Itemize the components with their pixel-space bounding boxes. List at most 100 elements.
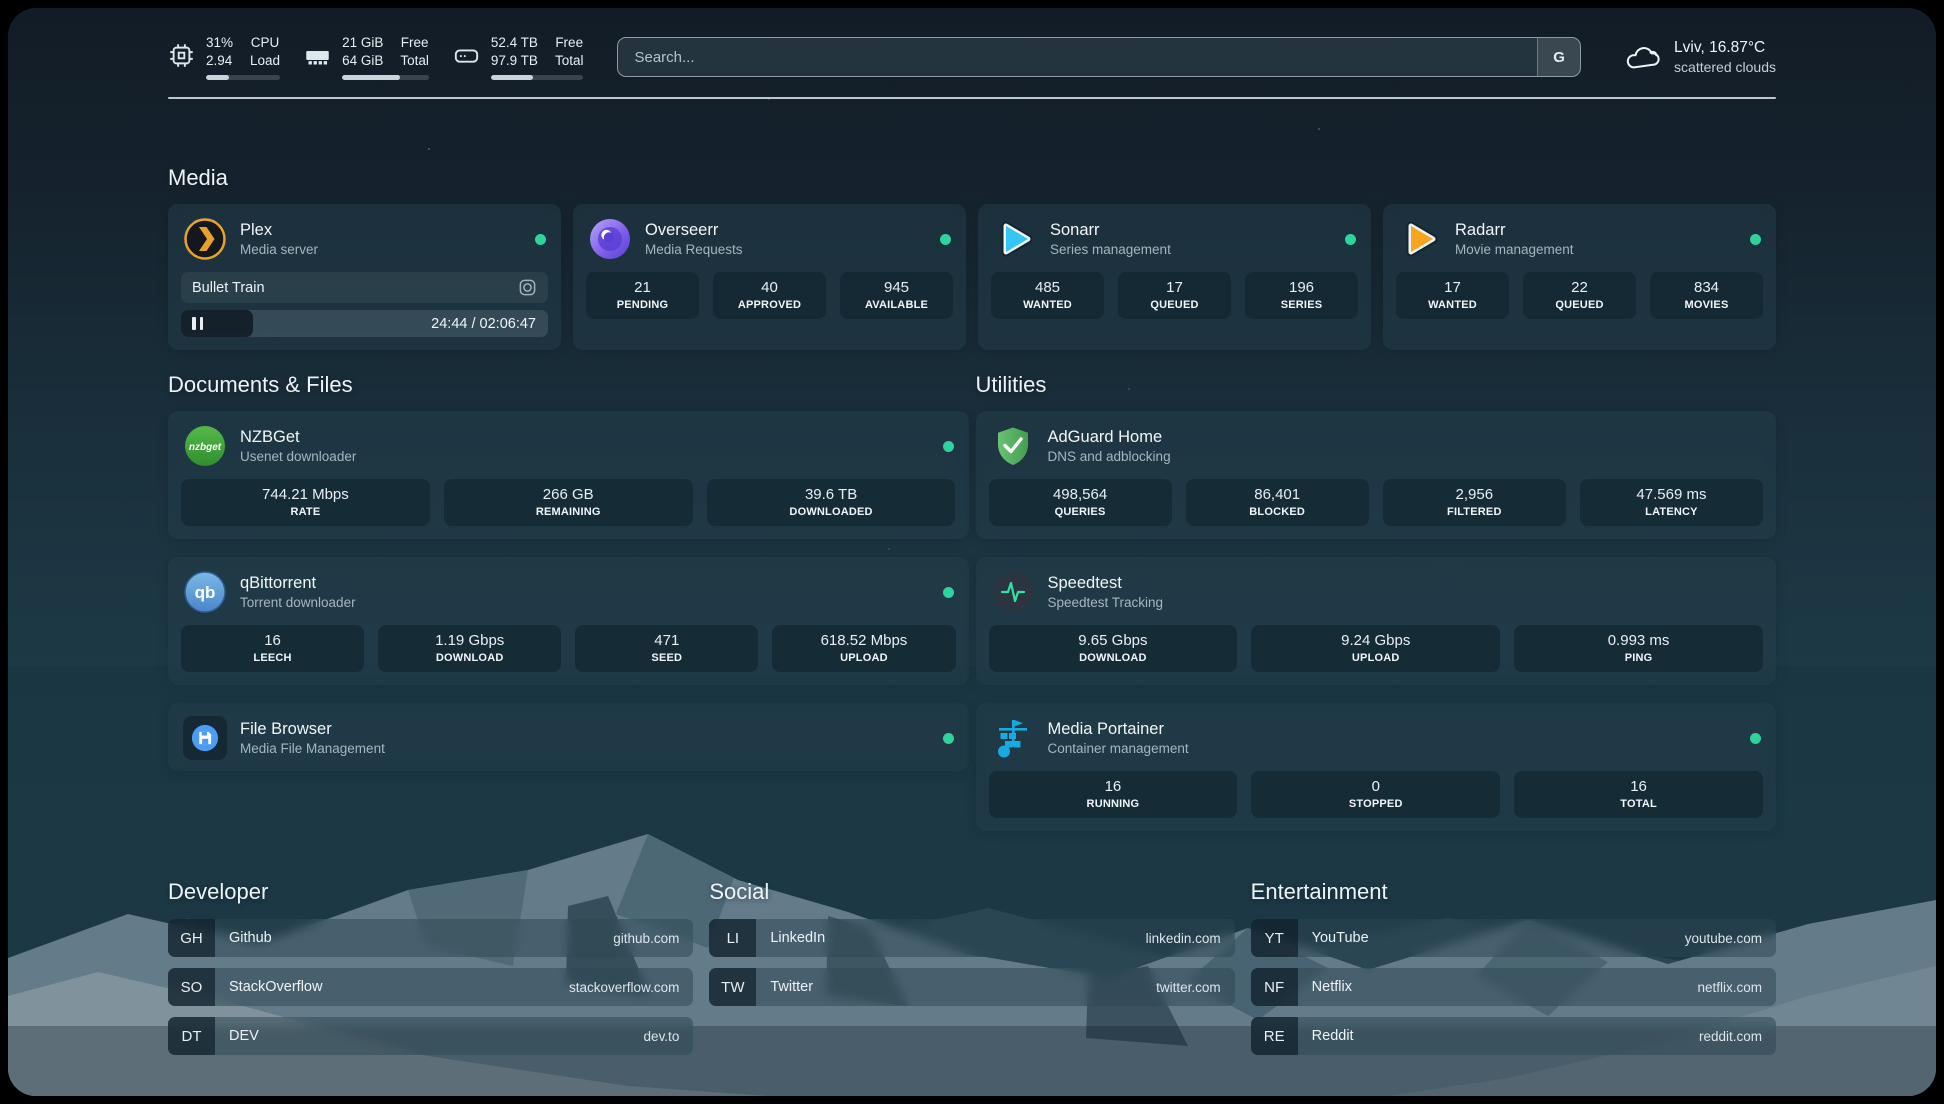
adguard-subtitle: DNS and adblocking (1047, 449, 1171, 464)
stat-value: 945 (883, 279, 910, 296)
qbittorrent-status-dot (942, 586, 954, 598)
stat-label: REMAINING (535, 506, 601, 518)
stat-value: 39.6 TB (804, 486, 858, 503)
stat: 17 WANTED (1396, 272, 1509, 319)
section-heading-media: Media (168, 165, 228, 190)
stat: 0.993 ms PING (1514, 625, 1763, 672)
qbittorrent-subtitle: Torrent downloader (240, 595, 356, 610)
portainer-subtitle: Container management (1047, 741, 1189, 756)
search-input[interactable] (618, 38, 1538, 76)
overseerr-link[interactable]: Overseerr Media Requests (573, 204, 966, 272)
stat-value: 16 (1630, 778, 1647, 795)
stat-value: 0.993 ms (1607, 632, 1670, 649)
filebrowser-icon (183, 716, 227, 760)
adguard-title: AdGuard Home (1047, 428, 1163, 446)
memory-progress-fill (342, 74, 401, 80)
stat-label: LEECH (253, 652, 292, 664)
search-provider-button[interactable]: G (1537, 38, 1581, 76)
sonarr-status-dot (1345, 233, 1356, 245)
cpu-widget: 31% 2.94 CPU Load (168, 34, 281, 80)
speedtest-link[interactable]: Speedtest Speedtest Tracking (976, 557, 1777, 625)
stat: 86,401 BLOCKED (1185, 479, 1369, 526)
stat-label: QUERIES (1054, 506, 1106, 518)
portainer-card: Media Portainer Container management 16 … (975, 703, 1777, 831)
cloud-icon (1626, 47, 1660, 69)
stat-value: 16 (1104, 778, 1122, 795)
radarr-link[interactable]: Radarr Movie management (1383, 204, 1776, 272)
nzbget-link[interactable]: nzbget NZBGet Usenet downloader (168, 411, 969, 479)
nzbget-card: nzbget NZBGet Usenet downloader 744.21 M… (168, 411, 969, 539)
plex-progress-fill (181, 310, 253, 337)
portainer-link[interactable]: Media Portainer Container management (976, 703, 1777, 771)
stat-label: MOVIES (1684, 299, 1729, 311)
bookmark-youtube[interactable]: YT YouTube youtube.com (1250, 919, 1776, 957)
portainer-title: Media Portainer (1047, 720, 1164, 738)
search-bar: G (617, 37, 1582, 77)
radarr-status-dot (1750, 233, 1761, 245)
adguard-card: AdGuard Home DNS and adblocking 498,564 … (975, 411, 1777, 539)
stat-value: 9.65 Gbps (1078, 632, 1148, 649)
weather-condition: scattered clouds (1674, 58, 1776, 75)
bookmark-name: LinkedIn (770, 930, 826, 946)
stat-label: DOWNLOAD (1079, 652, 1147, 664)
stat: 196 SERIES (1245, 272, 1358, 319)
stat-label: PENDING (616, 299, 669, 311)
stat-label: UPLOAD (840, 652, 888, 664)
stat-label: RATE (290, 506, 321, 518)
plex-now-playing-row: Bullet Train (181, 272, 548, 303)
radarr-subtitle: Movie management (1455, 242, 1574, 257)
bookmark-abbr: LI (709, 919, 757, 957)
radarr-card: Radarr Movie management 17 WANTED 22 QUE… (1383, 204, 1776, 350)
bookmark-url: reddit.com (1698, 1028, 1762, 1044)
disk-progress-bar (490, 74, 584, 80)
stat: 21 PENDING (586, 272, 699, 319)
stat-value: 17 (1444, 279, 1461, 296)
stat: 1.19 Gbps DOWNLOAD (378, 625, 562, 672)
sonarr-title: Sonarr (1050, 221, 1100, 239)
section-heading-developer: Developer (168, 879, 269, 904)
bookmark-name: Twitter (770, 979, 814, 995)
bookmark-url: netflix.com (1697, 979, 1762, 995)
bookmark-dev[interactable]: DT DEV dev.to (168, 1017, 694, 1055)
plex-now-playing-title: Bullet Train (192, 279, 265, 296)
stat-label: SEED (651, 652, 683, 664)
cpu-value-2: 2.94 (206, 53, 233, 68)
stat-value: 86,401 (1254, 486, 1301, 503)
section-heading-entertainment: Entertainment (1250, 879, 1388, 904)
plex-link[interactable]: Plex Media server (168, 204, 561, 272)
bookmark-linkedin[interactable]: LI LinkedIn linkedin.com (709, 919, 1235, 957)
portainer-status-dot (1750, 732, 1761, 744)
nzbget-subtitle: Usenet downloader (240, 449, 357, 464)
stat-label: AVAILABLE (864, 299, 929, 311)
stat: 834 MOVIES (1650, 272, 1763, 319)
speedtest-subtitle: Speedtest Tracking (1047, 595, 1164, 610)
weather-location-temp: Lviv, 16.87°C (1674, 38, 1766, 56)
section-heading-social: Social (709, 879, 770, 904)
bookmark-abbr: SO (168, 968, 215, 1006)
overseerr-icon (590, 219, 630, 259)
bookmark-github[interactable]: GH Github github.com (168, 919, 694, 957)
stat: 498,564 QUERIES (988, 479, 1172, 526)
cpu-icon (170, 43, 193, 67)
stat-label: WANTED (1023, 299, 1072, 311)
adguard-link[interactable]: AdGuard Home DNS and adblocking (976, 411, 1777, 479)
bookmark-netflix[interactable]: NF Netflix netflix.com (1250, 968, 1776, 1006)
qbittorrent-link[interactable]: qb qBittorrent Torrent downloader (168, 557, 969, 625)
filebrowser-card: File Browser Media File Management (168, 703, 969, 771)
cpu-progress-bar (206, 74, 281, 80)
memory-value-2: 64 GiB (342, 53, 384, 68)
sonarr-link[interactable]: Sonarr Series management (978, 204, 1371, 272)
stat-value: 485 (1034, 279, 1061, 296)
stat-label: PING (1624, 652, 1653, 664)
bookmark-twitter[interactable]: TW Twitter twitter.com (709, 968, 1235, 1006)
bookmark-reddit[interactable]: RE Reddit reddit.com (1250, 1017, 1776, 1055)
stat: 22 QUEUED (1523, 272, 1636, 319)
cpu-label-1: CPU (250, 35, 280, 51)
overseerr-status-dot (940, 233, 951, 245)
stat: 9.65 Gbps DOWNLOAD (988, 625, 1238, 672)
cpu-value-1: 31% (206, 35, 234, 51)
filebrowser-link[interactable]: File Browser Media File Management (168, 703, 969, 771)
bookmark-stackoverflow[interactable]: SO StackOverflow stackoverflow.com (168, 968, 694, 1006)
bookmark-url: youtube.com (1684, 930, 1762, 946)
stat: 9.24 Gbps UPLOAD (1251, 625, 1501, 672)
